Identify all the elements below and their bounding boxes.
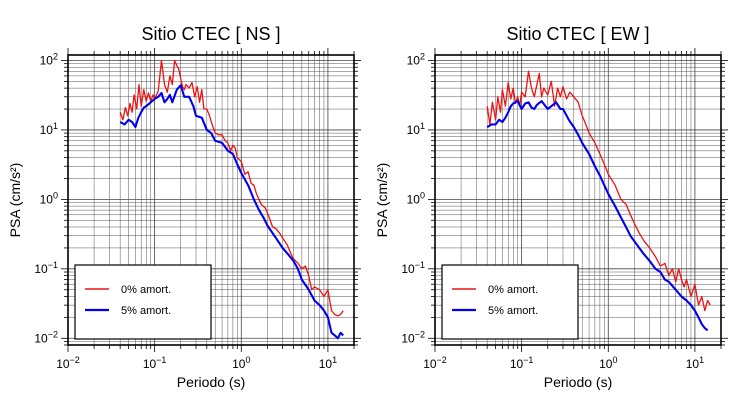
- x-tick-label-exp: 0: [612, 355, 617, 365]
- y-tick-label-exp: 1: [420, 121, 425, 131]
- x-tick-label: 10−1: [143, 355, 167, 371]
- legend-box: [441, 264, 579, 340]
- x-axis-label: Periodo (s): [177, 374, 245, 390]
- x-tick-label-exp: −2: [437, 355, 447, 365]
- y-tick-label: 102: [40, 51, 58, 67]
- plot-frame: [67, 54, 355, 346]
- y-tick-label-exp: −2: [415, 329, 425, 339]
- legend-label: 0% amort.: [488, 284, 538, 296]
- y-tick-label: 100: [407, 190, 425, 206]
- y-tick-label-base: 10: [407, 192, 421, 206]
- y-tick-label: 10−2: [34, 329, 58, 345]
- y-tick-label-base: 10: [40, 123, 54, 137]
- chart-title: Sitio CTEC [ NS ]: [141, 24, 280, 44]
- y-tick-label: 101: [407, 121, 425, 137]
- y-tick-label-base: 10: [401, 262, 415, 276]
- x-tick-label-base: 10: [232, 357, 246, 371]
- y-tick-label-base: 10: [40, 192, 54, 206]
- x-tick-label-exp: 1: [699, 355, 704, 365]
- x-tick-label: 100: [599, 355, 617, 371]
- x-tick-label-base: 10: [510, 357, 524, 371]
- x-tick-label-base: 10: [143, 357, 157, 371]
- y-tick-label: 10−1: [34, 260, 58, 276]
- chart-title: Sitio CTEC [ EW ]: [506, 24, 649, 44]
- legend-label: 5% amort.: [488, 305, 538, 317]
- axis-ticks: [428, 48, 728, 352]
- x-axis-label: Periodo (s): [544, 374, 612, 390]
- x-tick-label-base: 10: [423, 357, 437, 371]
- y-tick-label-base: 10: [401, 331, 415, 345]
- x-tick-label-base: 10: [56, 357, 70, 371]
- y-tick-label-base: 10: [407, 53, 421, 67]
- y-tick-label: 10−1: [401, 260, 425, 276]
- y-tick-label-exp: 2: [420, 51, 425, 61]
- y-tick-label-base: 10: [40, 53, 54, 67]
- x-tick-label: 101: [686, 355, 704, 371]
- x-tick-label-base: 10: [319, 357, 333, 371]
- legend: 0% amort. 5% amort.: [74, 264, 212, 340]
- series-line-damping-0: [119, 59, 344, 317]
- y-tick-label-base: 10: [34, 331, 48, 345]
- y-tick-label-base: 10: [34, 262, 48, 276]
- series-line-damping-5: [486, 100, 709, 332]
- x-tick-label-exp: −2: [70, 355, 80, 365]
- plot-frame: [434, 54, 722, 346]
- x-tick-label: 10−2: [56, 355, 80, 371]
- x-tick-label: 10−1: [510, 355, 534, 371]
- x-tick-label-exp: −1: [523, 355, 533, 365]
- y-axis-label: PSA (cm/s²): [374, 163, 390, 238]
- y-tick-label-base: 10: [407, 123, 421, 137]
- y-tick-label-exp: 2: [53, 51, 58, 61]
- series-line-damping-0: [486, 70, 711, 312]
- legend: 0% amort. 5% amort.: [441, 264, 579, 340]
- y-tick-label-exp: 1: [53, 121, 58, 131]
- y-tick-label: 102: [407, 51, 425, 67]
- x-tick-label: 10−2: [423, 355, 447, 371]
- legend-label: 5% amort.: [121, 305, 171, 317]
- y-tick-label: 100: [40, 190, 58, 206]
- y-tick-label: 10−2: [401, 329, 425, 345]
- x-tick-label-base: 10: [686, 357, 700, 371]
- axis-ticks: [61, 48, 361, 352]
- y-tick-label-exp: −2: [48, 329, 58, 339]
- x-tick-label: 100: [232, 355, 250, 371]
- series-line-damping-5: [119, 84, 344, 340]
- y-tick-label: 101: [40, 121, 58, 137]
- x-tick-label-exp: 1: [332, 355, 337, 365]
- x-tick-label-exp: −1: [156, 355, 166, 365]
- x-tick-label-exp: 0: [245, 355, 250, 365]
- x-tick-label-base: 10: [599, 357, 613, 371]
- y-axis-label: PSA (cm/s²): [7, 163, 23, 238]
- y-tick-label-exp: −1: [48, 260, 58, 270]
- x-tick-label: 101: [319, 355, 337, 371]
- y-tick-label-exp: 0: [53, 190, 58, 200]
- legend-label: 0% amort.: [121, 284, 171, 296]
- y-tick-label-exp: −1: [415, 260, 425, 270]
- y-tick-label-exp: 0: [420, 190, 425, 200]
- legend-box: [74, 264, 212, 340]
